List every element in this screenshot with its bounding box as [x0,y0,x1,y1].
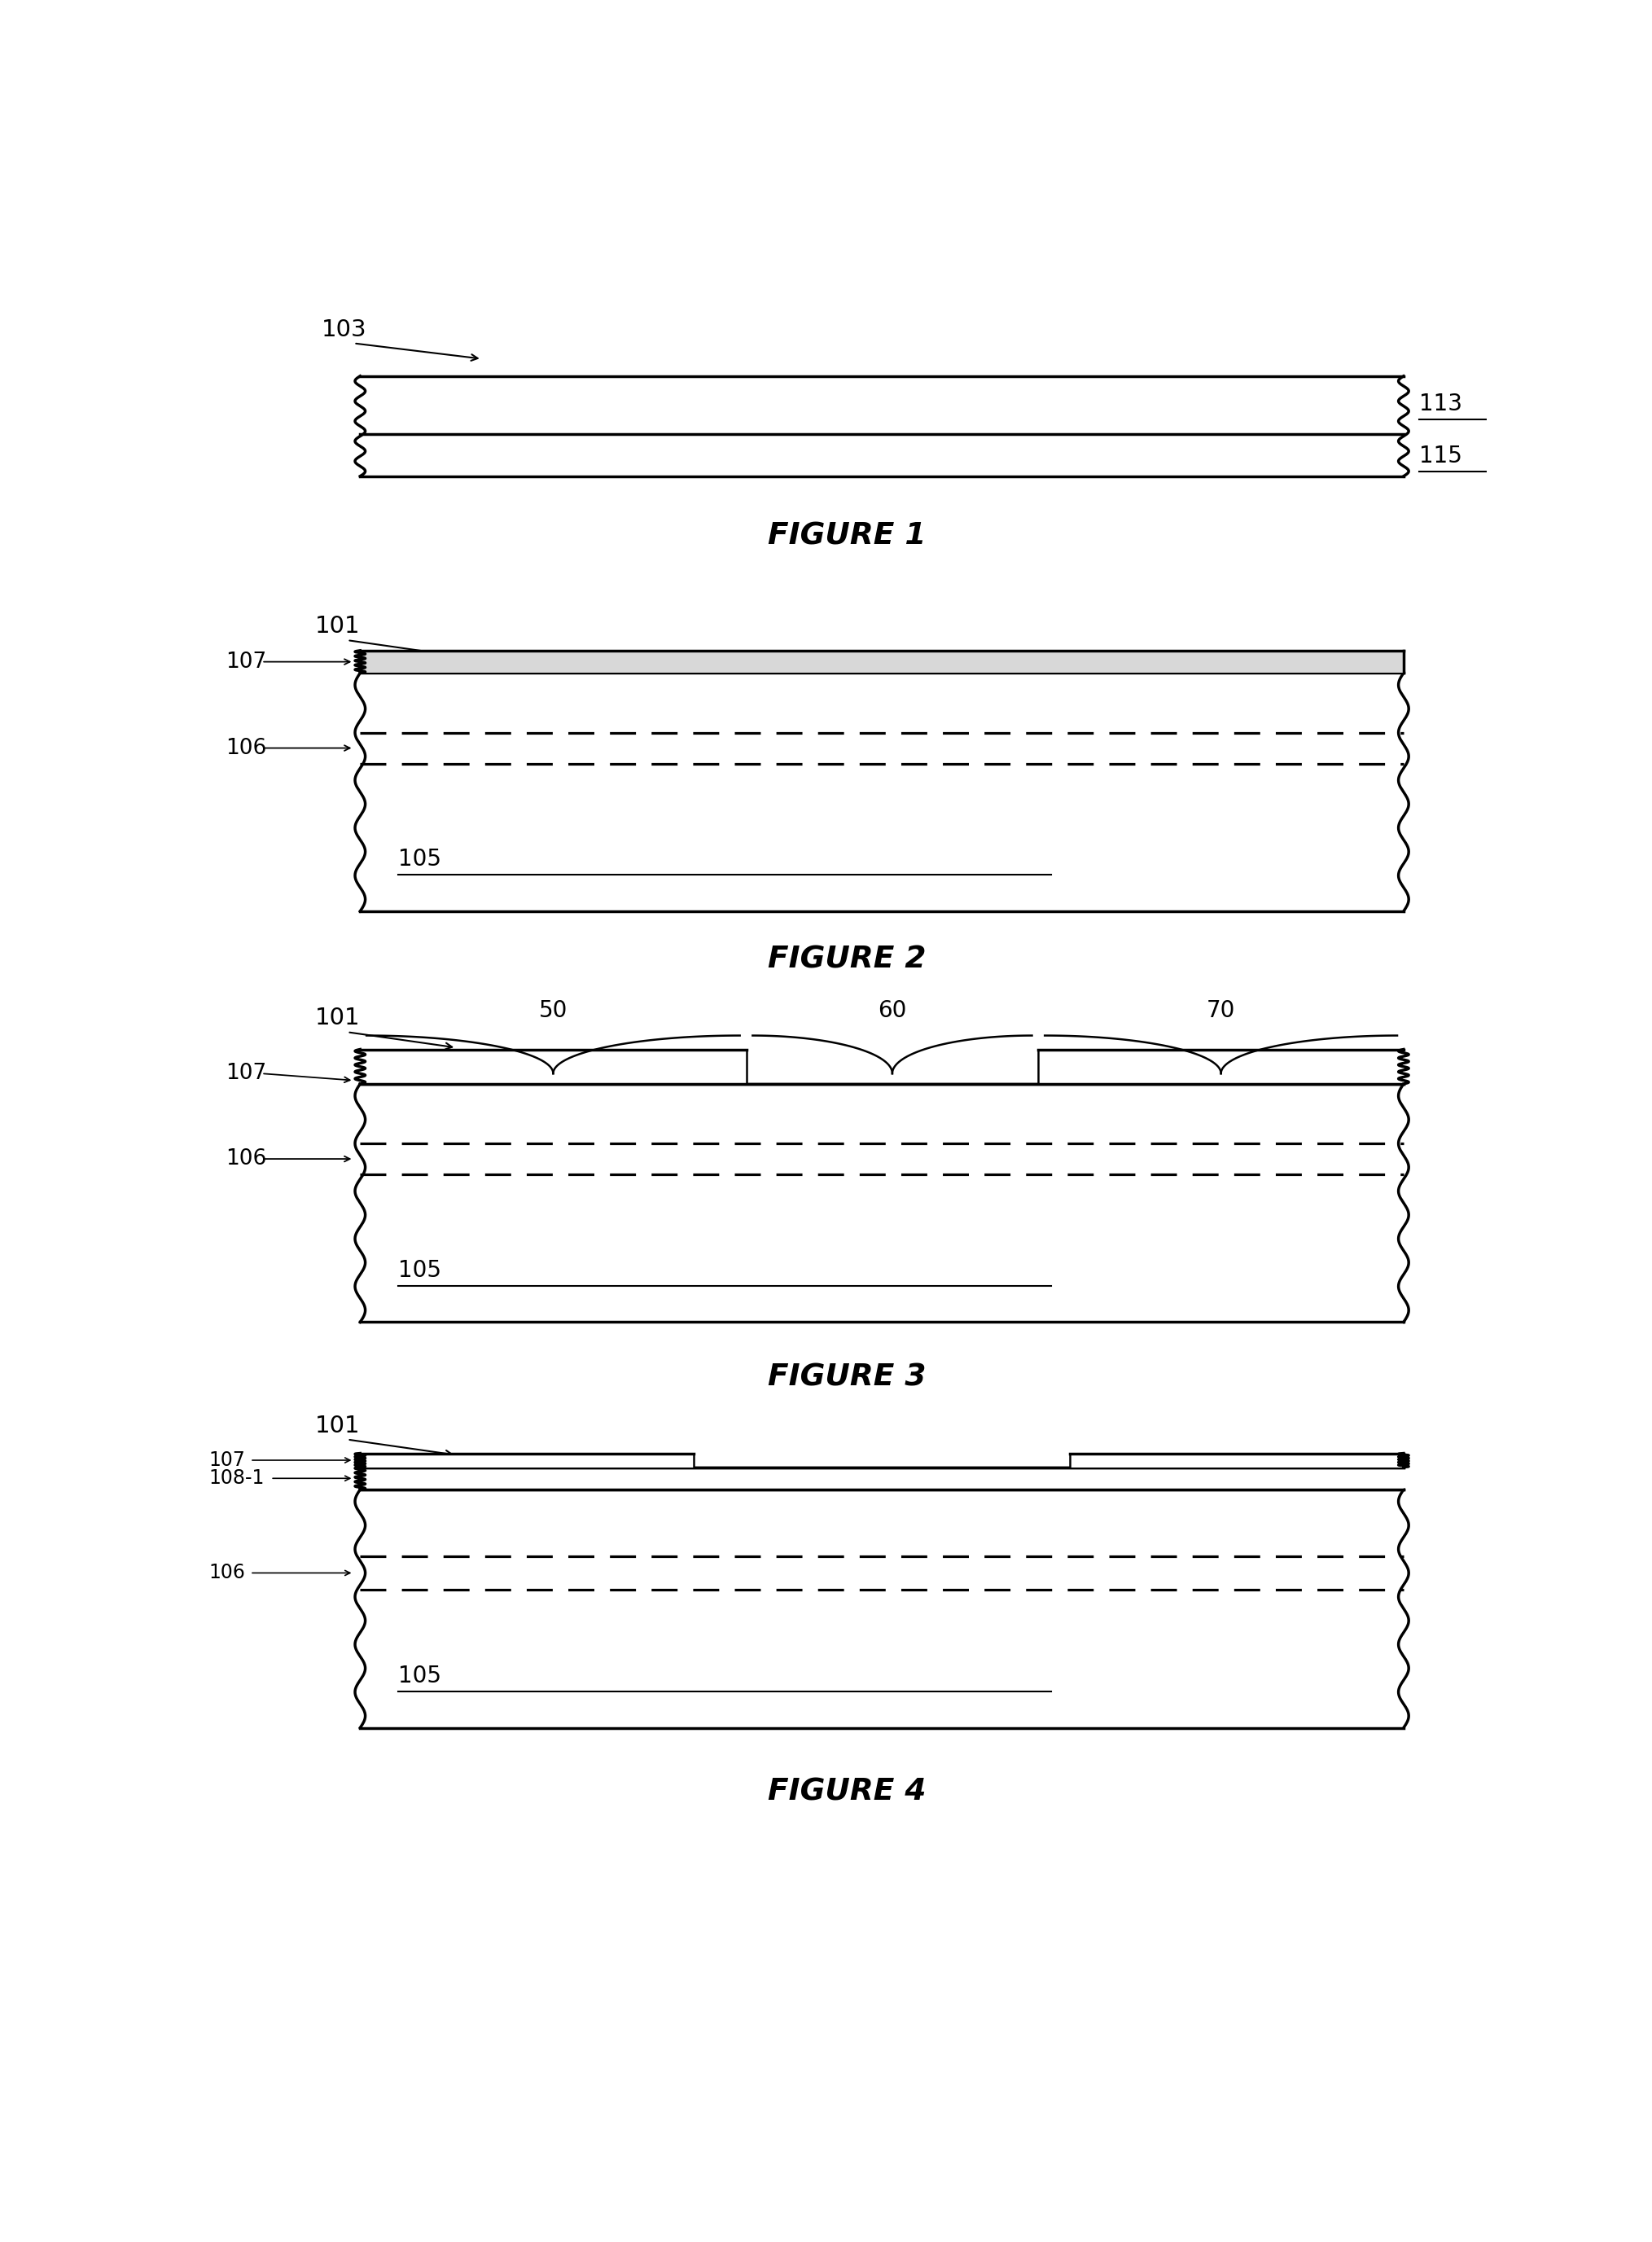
Text: 105: 105 [398,847,441,870]
Polygon shape [360,1453,694,1466]
Polygon shape [360,1083,1404,1323]
Text: 60: 60 [877,1000,907,1022]
Text: 107: 107 [226,1063,266,1085]
Polygon shape [360,1466,1404,1489]
Text: 113: 113 [1419,392,1462,415]
Polygon shape [360,377,1404,475]
Text: 107: 107 [210,1451,246,1471]
Text: FIGURE 3: FIGURE 3 [768,1363,925,1392]
Polygon shape [360,650,1404,673]
Text: 70: 70 [1206,1000,1236,1022]
Text: 50: 50 [539,1000,568,1022]
Text: 106: 106 [226,738,266,758]
Text: FIGURE 4: FIGURE 4 [768,1778,925,1807]
Text: 105: 105 [398,1664,441,1688]
Polygon shape [1039,1049,1404,1083]
Text: 106: 106 [226,1148,266,1170]
Text: 105: 105 [398,1260,441,1282]
Polygon shape [360,673,1404,910]
Text: FIGURE 2: FIGURE 2 [768,944,925,975]
Polygon shape [360,1049,747,1083]
Text: 101: 101 [316,614,360,637]
Polygon shape [1070,1453,1404,1466]
Text: 106: 106 [210,1563,246,1583]
Polygon shape [360,1489,1404,1729]
Text: 101: 101 [316,1007,360,1029]
Text: 115: 115 [1419,444,1462,469]
Text: 103: 103 [322,318,367,341]
Text: 101: 101 [316,1415,360,1437]
Text: 108-1: 108-1 [210,1469,264,1489]
Text: 107: 107 [226,650,266,673]
Text: FIGURE 1: FIGURE 1 [768,522,925,552]
